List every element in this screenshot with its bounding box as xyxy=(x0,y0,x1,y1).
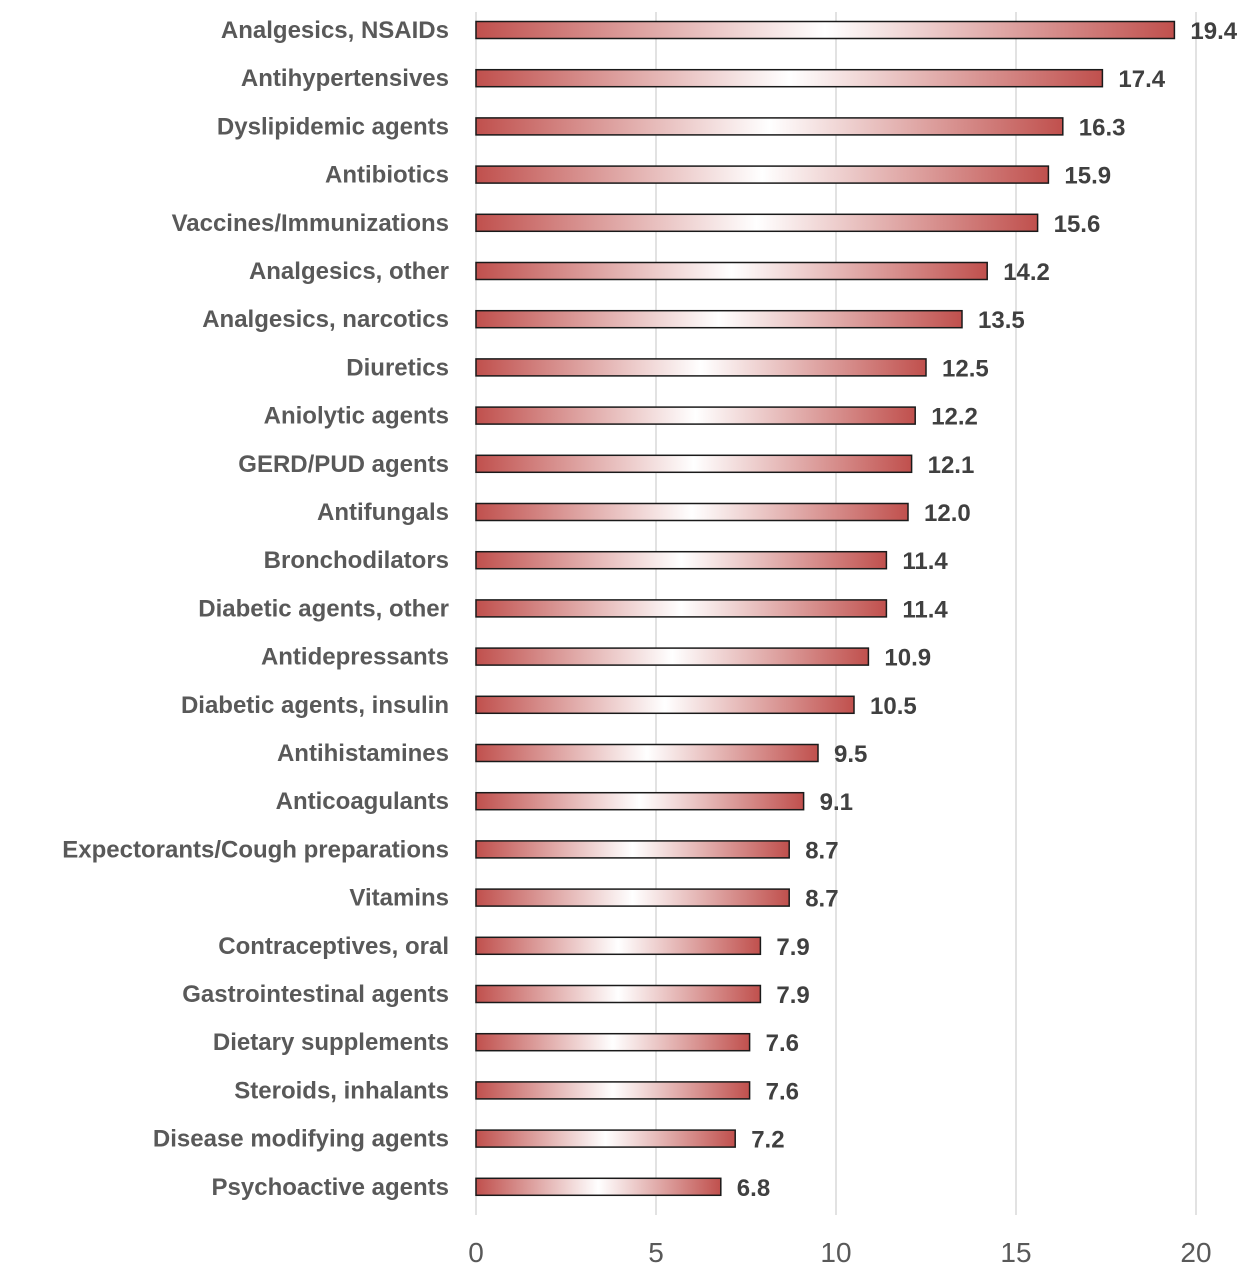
data-label: 9.5 xyxy=(834,741,867,768)
data-label: 7.6 xyxy=(766,1030,799,1057)
data-label: 8.7 xyxy=(805,886,838,913)
data-label: 7.9 xyxy=(776,934,809,961)
x-tick-label: 20 xyxy=(1180,1237,1211,1268)
bar xyxy=(475,791,805,811)
data-label: 19.4 xyxy=(1190,18,1237,45)
data-label: 13.5 xyxy=(978,307,1025,334)
category-label: Vitamins xyxy=(349,885,449,912)
category-labels: Analgesics, NSAIDs Antihypertensives Dysli… xyxy=(62,17,449,1201)
bar xyxy=(475,454,913,474)
data-label: 11.4 xyxy=(902,596,948,623)
bar xyxy=(475,20,1176,40)
category-label: Analgesics, other xyxy=(249,258,449,285)
data-label: 7.2 xyxy=(751,1127,784,1154)
data-label: 14.2 xyxy=(1003,259,1050,286)
x-tick-label: 10 xyxy=(820,1237,851,1268)
bar xyxy=(475,261,988,281)
bar xyxy=(475,68,1104,88)
bar xyxy=(475,695,855,715)
category-label: GERD/PUD agents xyxy=(238,451,449,478)
data-label: 12.5 xyxy=(942,355,989,382)
bar xyxy=(475,502,909,522)
data-label: 15.6 xyxy=(1054,211,1101,238)
bar xyxy=(475,743,819,763)
category-label: Antidepressants xyxy=(261,644,449,671)
bar xyxy=(475,936,762,956)
category-label: Antihistamines xyxy=(277,740,449,767)
category-label: Antifungals xyxy=(317,499,449,526)
category-label: Aniolytic agents xyxy=(264,403,449,430)
bar xyxy=(475,406,916,425)
category-label: Diuretics xyxy=(346,354,449,381)
bar xyxy=(475,213,1039,233)
data-label: 12.0 xyxy=(924,500,971,527)
category-label: Diabetic agents, insulin xyxy=(181,692,449,719)
category-label: Disease modifying agents xyxy=(153,1126,449,1153)
x-tick-label: 15 xyxy=(1000,1237,1031,1268)
bar xyxy=(475,647,870,666)
category-label: Analgesics, NSAIDs xyxy=(221,17,449,44)
category-label: Psychoactive agents xyxy=(212,1174,449,1201)
bars xyxy=(475,20,1176,1197)
data-label: 12.2 xyxy=(931,404,978,431)
category-label: Contraceptives, oral xyxy=(218,933,449,960)
bar xyxy=(475,1177,722,1197)
value-labels: 19.4 17.4 16.3 15.9 15.614.2 13.5 12.5 12.2 12.1… xyxy=(737,18,1238,1202)
x-axis-tick-labels: 0 5 10 15 20 xyxy=(468,1237,1211,1268)
data-label: 7.9 xyxy=(776,982,809,1009)
data-label: 9.1 xyxy=(820,789,853,816)
bar xyxy=(475,599,888,618)
bar xyxy=(475,1081,751,1100)
data-label: 7.6 xyxy=(766,1078,799,1105)
bar xyxy=(475,888,790,907)
category-label: Dietary supplements xyxy=(213,1029,449,1056)
data-label: 6.8 xyxy=(737,1175,770,1202)
category-label: Steroids, inhalants xyxy=(234,1077,449,1104)
category-label: Bronchodilators xyxy=(264,547,449,574)
data-label: 15.9 xyxy=(1064,163,1111,190)
bar xyxy=(475,358,927,377)
category-label: Antihypertensives xyxy=(241,65,449,92)
bar xyxy=(475,1032,751,1052)
category-label: Anticoagulants xyxy=(276,788,449,815)
data-label: 11.4 xyxy=(902,548,948,575)
category-label: Antibiotics xyxy=(325,162,449,189)
category-label: Dyslipidemic agents xyxy=(217,113,449,140)
bar xyxy=(475,1129,736,1148)
data-label: 17.4 xyxy=(1118,66,1165,93)
bar xyxy=(475,984,762,1004)
bar xyxy=(475,550,888,570)
bar xyxy=(475,309,963,329)
data-label: 16.3 xyxy=(1079,114,1126,141)
category-label: Analgesics, narcotics xyxy=(202,306,449,333)
bar xyxy=(475,165,1050,184)
data-label: 10.5 xyxy=(870,693,917,720)
bar xyxy=(475,117,1064,136)
x-tick-label: 0 xyxy=(468,1237,484,1268)
category-label: Gastrointestinal agents xyxy=(182,981,449,1008)
category-label: Vaccines/Immunizations xyxy=(172,210,449,237)
category-label: Diabetic agents, other xyxy=(198,595,449,622)
data-label: 12.1 xyxy=(928,452,975,479)
x-tick-label: 5 xyxy=(648,1237,664,1268)
bar xyxy=(475,840,790,859)
data-label: 8.7 xyxy=(805,837,838,864)
data-label: 10.9 xyxy=(884,645,931,672)
category-label: Expectorants/Cough preparations xyxy=(62,836,449,863)
